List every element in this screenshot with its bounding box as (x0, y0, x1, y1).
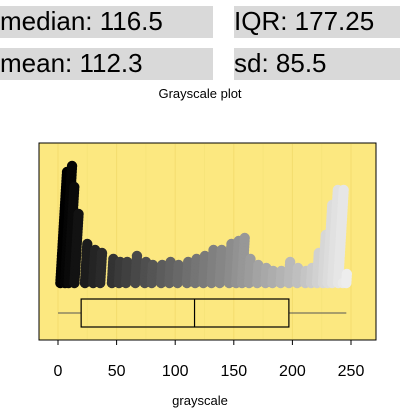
data-point (73, 208, 84, 220)
data-point (208, 244, 219, 256)
chart-title: Grayscale plot (158, 86, 241, 101)
data-point (239, 232, 250, 244)
boxplot (58, 298, 347, 328)
x-axis-label: grayscale (172, 393, 228, 408)
data-point (284, 256, 296, 268)
dot-column (291, 262, 304, 289)
sd-stat-text: sd: 85.5 (234, 48, 327, 78)
dot-column (252, 259, 264, 289)
dot-column (172, 259, 184, 289)
x-tick-label: 150 (220, 363, 247, 380)
data-point (122, 256, 133, 268)
dot-column (267, 265, 279, 289)
data-point (191, 253, 202, 265)
dot-column (79, 238, 93, 289)
x-tick-label: 200 (279, 363, 306, 380)
data-point (199, 250, 211, 262)
x-tick-label: 100 (162, 363, 189, 380)
dot-column (130, 250, 143, 289)
dot-column (155, 259, 168, 289)
dot-column (69, 208, 84, 289)
data-point (276, 265, 287, 277)
data-point (96, 247, 108, 259)
dot-column (243, 253, 256, 289)
data-point (182, 256, 194, 268)
dot-column (120, 256, 133, 289)
x-tick-label: 50 (108, 363, 126, 380)
mean-stat-text: mean: 112.3 (0, 48, 143, 78)
dot-column (206, 244, 219, 289)
data-point (216, 244, 227, 256)
iqr-stat-text: IQR: 177.25 (234, 6, 375, 36)
dot-column (164, 256, 176, 289)
x-tick-label: 250 (338, 363, 365, 380)
data-point (69, 181, 80, 193)
median-stat: median: 116.5 (0, 6, 213, 38)
data-point (267, 265, 279, 277)
dot-column (189, 253, 202, 289)
dot-column (146, 259, 159, 289)
dot-column (198, 250, 211, 289)
plot-background (38, 142, 377, 341)
dot-column (181, 256, 194, 289)
data-point (82, 238, 93, 250)
data-point (173, 259, 184, 271)
x-tick-label: 0 (54, 363, 63, 380)
median-stat-text: median: 116.5 (0, 6, 163, 36)
mean-stat: mean: 112.3 (0, 48, 213, 80)
iqr-stat: IQR: 177.25 (234, 6, 400, 38)
data-point (165, 256, 176, 268)
data-point (253, 259, 264, 271)
data-point (292, 262, 304, 274)
dot-column (214, 244, 227, 289)
data-point (341, 268, 353, 280)
data-point (66, 160, 78, 172)
data-point (157, 259, 168, 271)
dot-column (94, 247, 108, 289)
dot-columns (55, 160, 353, 289)
dot-column (275, 265, 287, 289)
data-point (147, 259, 159, 271)
data-point (245, 253, 256, 265)
sd-stat: sd: 85.5 (234, 48, 400, 80)
data-point (131, 250, 143, 262)
x-axis: 0 50 100 150 200 250 (54, 340, 365, 380)
dot-column (332, 184, 349, 289)
data-point (338, 184, 349, 196)
dot-column (283, 256, 296, 289)
box-iqr (80, 298, 290, 328)
dot-column (341, 268, 353, 289)
